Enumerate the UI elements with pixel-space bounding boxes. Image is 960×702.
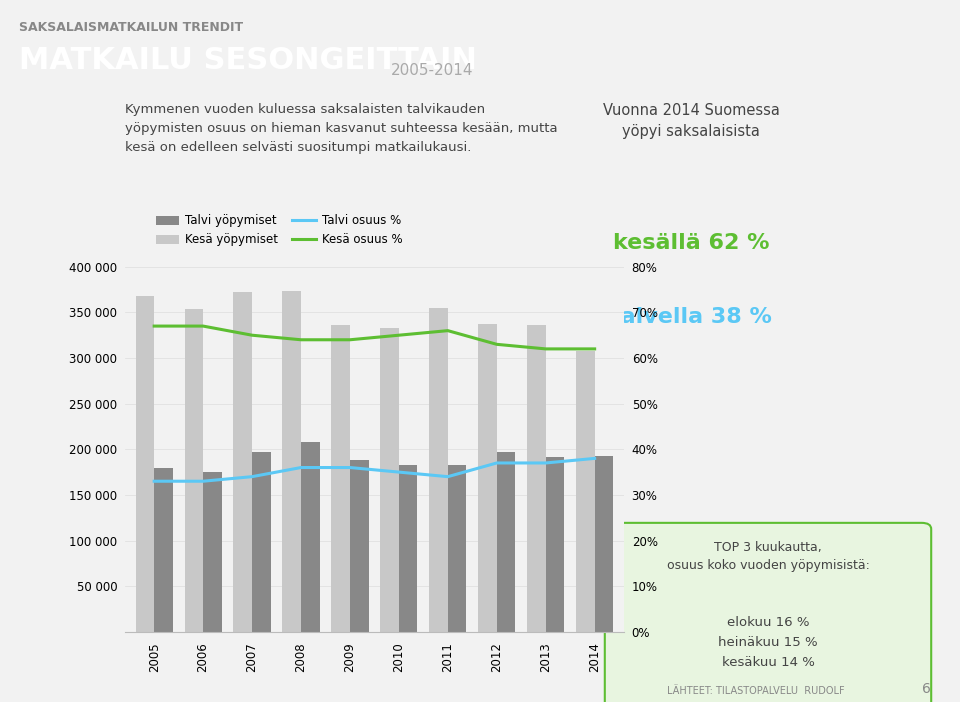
FancyBboxPatch shape [605,523,931,702]
Text: MATKAILU SESONGEITTAIN: MATKAILU SESONGEITTAIN [19,46,477,75]
Bar [429,307,447,632]
Text: kesällä 62 %: kesällä 62 % [612,232,770,253]
Bar [447,465,467,632]
Bar [301,442,320,632]
Text: 2005-2014: 2005-2014 [391,62,473,77]
Bar [527,325,545,632]
Bar [135,296,155,632]
Text: Kymmenen vuoden kuluessa saksalaisten talvikauden
yöpymisten osuus on hieman kas: Kymmenen vuoden kuluessa saksalaisten ta… [125,102,558,154]
Bar [233,292,252,632]
Bar [496,452,516,632]
Text: TOP 3 kuukautta,
osuus koko vuoden yöpymisistä:: TOP 3 kuukautta, osuus koko vuoden yöpym… [666,541,870,572]
Bar [576,351,594,632]
Bar [204,472,222,632]
Bar [331,325,350,632]
Bar [594,456,613,632]
Text: talvella 38 %: talvella 38 % [611,307,772,326]
Text: elokuu 16 %
heinäkuu 15 %
kesäkuu 14 %: elokuu 16 % heinäkuu 15 % kesäkuu 14 % [718,616,818,668]
Bar [478,324,496,632]
Bar [380,328,398,632]
Text: LÄHTEET: TILASTOPALVELU  RUDOLF: LÄHTEET: TILASTOPALVELU RUDOLF [667,686,845,696]
Bar [398,465,418,632]
Text: 6: 6 [923,682,931,696]
Text: SAKSALAISMATKAILUN TRENDIT: SAKSALAISMATKAILUN TRENDIT [19,21,243,34]
Bar [184,309,204,632]
Bar [155,468,173,632]
Bar [545,456,564,632]
Text: Vuonna 2014 Suomessa
yöpyi saksalaisista: Vuonna 2014 Suomessa yöpyi saksalaisista [603,102,780,139]
Bar [282,291,301,632]
Legend: Talvi yöpymiset, Kesä yöpymiset, Talvi osuus %, Kesä osuus %: Talvi yöpymiset, Kesä yöpymiset, Talvi o… [156,214,402,246]
Bar [350,461,369,632]
Bar [252,452,271,632]
